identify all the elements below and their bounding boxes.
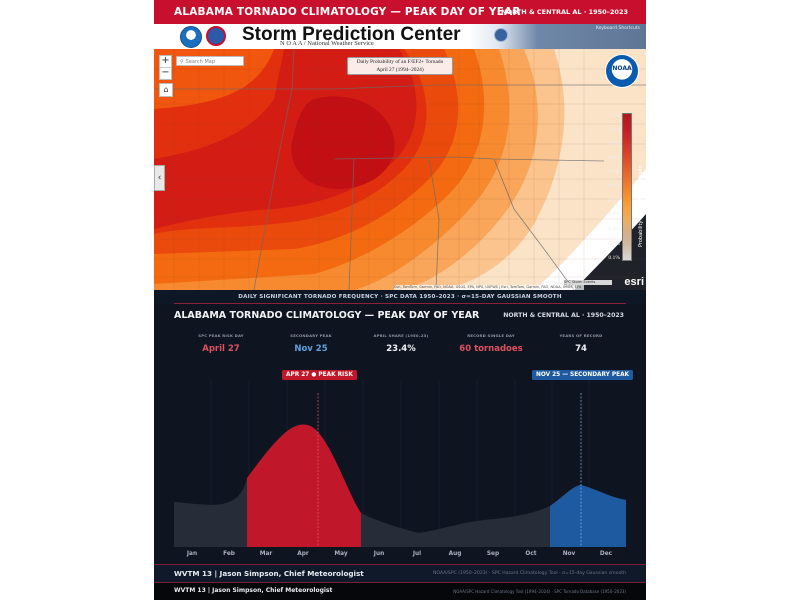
noaa-badge-icon: NOAA — [606, 55, 638, 87]
legend-label: 0.4% — [608, 211, 620, 217]
stat-label: YEARS OF RECORD — [559, 333, 603, 338]
chevron-left-icon: ‹ — [157, 173, 162, 183]
month-label: Feb — [223, 551, 235, 557]
fall-highlight — [550, 424, 626, 547]
footer-credit-name: WVTM 13 | Jason Simpson, Chief Meteorolo… — [174, 569, 364, 578]
month-label: May — [334, 551, 348, 557]
legend-label: 1.0% — [608, 127, 620, 133]
legend-label: 0.5% — [608, 197, 620, 203]
spc-title: Storm Prediction Center — [242, 24, 461, 45]
month-label: Sep — [486, 551, 500, 557]
home-button[interactable]: ⌂ — [159, 83, 173, 97]
month-label: Dec — [599, 551, 613, 557]
month-label: Apr — [297, 551, 309, 557]
stat-label: SPC PEAK RISK DAY — [198, 333, 244, 338]
divider — [174, 303, 626, 304]
top-title-bar: ALABAMA TORNADO CLIMATOLOGY — PEAK DAY O… — [154, 0, 646, 24]
legend-label: 0.2% — [608, 241, 620, 247]
legend-label: 0.1% — [608, 255, 620, 261]
month-label: Oct — [525, 551, 537, 557]
seasonal-area-chart — [174, 380, 626, 547]
stat-value: 23.4% — [386, 344, 416, 354]
collapse-panel-button[interactable]: ‹ — [154, 165, 165, 191]
stat-peak-day: SPC PEAK RISK DAY April 27 — [176, 333, 266, 354]
legend-label: 0.6% — [608, 183, 620, 189]
spc-banner: Storm Prediction Center N O A A / Nation… — [154, 24, 646, 49]
legend-label: 1.5% — [608, 113, 620, 119]
footer-credit-name: WVTM 13 | Jason Simpson, Chief Meteorolo… — [174, 587, 333, 594]
nws-logo-icon — [206, 26, 226, 46]
search-input[interactable]: ⚲ Search Map — [176, 56, 244, 66]
esri-logo: esri — [624, 276, 644, 288]
probability-legend: 1.5% 1.0% 0.9% 0.8% 0.7% 0.6% 0.5% 0.4% … — [598, 113, 646, 263]
month-label: Jul — [412, 551, 422, 557]
legend-label: 0.9% — [608, 141, 620, 147]
secondary-peak-label: NOV 25 — SECONDARY PEAK — [532, 370, 634, 380]
month-label: Aug — [448, 551, 462, 557]
divider — [154, 582, 646, 584]
map-tooltip: Daily Probability of an F/EF2+ Tornado A… — [347, 57, 453, 75]
legend-label: 0.8% — [608, 155, 620, 161]
search-placeholder: Search Map — [185, 59, 215, 65]
stat-value: 60 tornadoes — [459, 344, 523, 354]
legend-color-ramp — [622, 113, 632, 261]
noaa-badge-text: NOAA — [612, 65, 632, 72]
spring-highlight — [247, 424, 361, 547]
stat-label: SECONDARY PEAK — [290, 333, 332, 338]
doc-seal-icon — [494, 28, 508, 42]
tooltip-line1: Daily Probability of an F/EF2+ Tornado — [356, 59, 444, 65]
legend-label: 0.3% — [608, 226, 620, 232]
keyboard-shortcuts-link[interactable]: Keyboard Shortcuts — [595, 26, 640, 31]
panel-region-years: NORTH & CENTRAL AL · 1950–2023 — [503, 312, 624, 319]
stat-label: APRIL SHARE (1950–23) — [373, 333, 429, 338]
footer-secondary: WVTM 13 | Jason Simpson, Chief Meteorolo… — [154, 583, 646, 600]
map-attribution[interactable]: Esri, TomTom, Garmin, FAO, NOAA, USGS, E… — [394, 285, 584, 290]
stat-value: April 27 — [202, 344, 240, 354]
climatology-graphic: ALABAMA TORNADO CLIMATOLOGY — PEAK DAY O… — [154, 0, 646, 600]
zoom-in-button[interactable]: + — [161, 55, 170, 66]
stat-secondary-peak: SECONDARY PEAK Nov 25 — [266, 333, 356, 354]
spc-subtitle: N O A A / National Weather Service — [280, 40, 374, 47]
stat-value: 74 — [575, 344, 587, 354]
footer-sources: NOAA/SPC Hazard Climatology Tool (1994–2… — [453, 589, 626, 594]
home-icon: ⌂ — [163, 85, 169, 94]
noaa-logo-icon — [180, 26, 202, 48]
probability-map[interactable]: + − ⌂ ⚲ Search Map ‹ Daily Probability of… — [154, 49, 646, 290]
month-label: Jan — [186, 551, 198, 557]
peak-risk-label: APR 27 ● PEAK RISK — [282, 370, 357, 380]
stat-april-share: APRIL SHARE (1950–23) 23.4% — [356, 333, 446, 354]
stat-label: RECORD SINGLE DAY — [467, 333, 515, 338]
search-icon: ⚲ — [180, 59, 184, 65]
month-label: Jun — [373, 551, 385, 557]
map-caption: DAILY SIGNIFICANT TORNADO FREQUENCY · SP… — [154, 290, 646, 304]
stat-years: YEARS OF RECORD 74 — [536, 333, 626, 354]
month-label: Mar — [259, 551, 273, 557]
stat-value: Nov 25 — [294, 344, 328, 354]
zoom-out-button[interactable]: − — [160, 67, 171, 78]
month-label: Nov — [562, 551, 576, 557]
top-region-years: NORTH & CENTRAL AL · 1950–2023 — [501, 8, 628, 16]
footer-primary: WVTM 13 | Jason Simpson, Chief Meteorolo… — [154, 565, 646, 583]
footer-sources: NOAA/SPC (1950–2023) · SPC Hazard Climat… — [432, 571, 626, 576]
zoom-control: + − — [159, 55, 172, 80]
legend-label: 0.7% — [608, 169, 620, 175]
top-title: ALABAMA TORNADO CLIMATOLOGY — PEAK DAY O… — [174, 6, 521, 18]
tooltip-line2: April 27 (1994–2024) — [376, 66, 424, 73]
stat-record-day: RECORD SINGLE DAY 60 tornadoes — [446, 333, 536, 354]
panel-title: ALABAMA TORNADO CLIMATOLOGY — PEAK DAY O… — [174, 310, 480, 321]
